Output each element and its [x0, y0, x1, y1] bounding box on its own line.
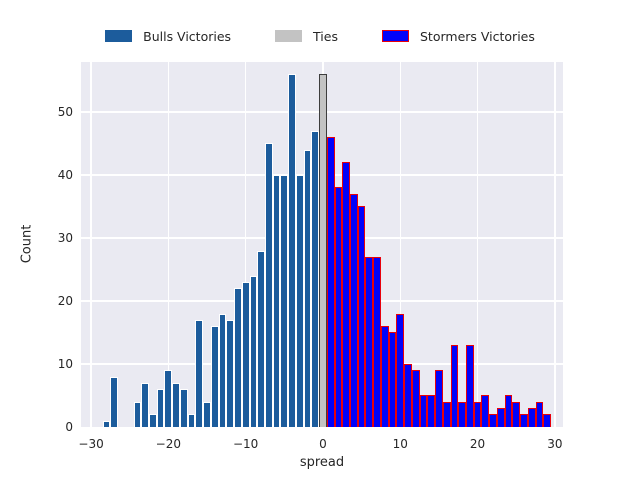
histogram-bar — [373, 256, 381, 427]
gridline-vertical — [244, 62, 247, 427]
histogram-bar — [249, 275, 258, 427]
histogram-bar — [489, 414, 497, 427]
x-tick-label: −10 — [232, 437, 259, 451]
histogram-bar — [465, 345, 474, 427]
stormers-swatch-icon — [381, 30, 409, 42]
histogram-bar — [141, 382, 150, 427]
x-tick-label: 30 — [547, 437, 563, 451]
ties-swatch-icon — [275, 30, 303, 42]
histogram-bar — [203, 401, 211, 427]
histogram-bar — [133, 401, 142, 427]
bulls-swatch-icon — [105, 30, 133, 42]
histogram-bar — [419, 395, 428, 427]
histogram-bar — [365, 256, 374, 427]
histogram-bar — [520, 414, 528, 427]
histogram-bar — [226, 319, 235, 427]
y-axis-label: Count — [19, 224, 35, 264]
histogram-bar — [257, 250, 265, 427]
histogram-bar — [388, 332, 397, 427]
legend-item-bulls: Bulls Victories — [105, 29, 231, 44]
histogram-bar — [319, 73, 327, 427]
legend-label-ties: Ties — [313, 28, 338, 44]
plot-area — [81, 62, 563, 427]
histogram-bar — [179, 389, 188, 427]
histogram-bar — [458, 401, 466, 427]
histogram-bar — [156, 389, 165, 427]
histogram-bar — [195, 319, 204, 427]
histogram-bar — [535, 401, 544, 427]
histogram-bar — [264, 143, 273, 427]
gridline-vertical — [554, 62, 556, 427]
histogram-bar — [427, 395, 436, 427]
y-tick-label: 0 — [65, 420, 73, 434]
histogram-bar — [164, 370, 173, 427]
x-tick-label: −30 — [78, 437, 104, 451]
histogram-bar — [357, 206, 366, 427]
histogram-bar — [543, 414, 551, 427]
histogram-bar — [172, 382, 180, 427]
histogram-bar — [404, 363, 412, 427]
histogram-bar — [218, 313, 227, 427]
histogram-bar — [311, 130, 320, 427]
legend-item-ties: Ties — [275, 29, 338, 44]
histogram-bar — [326, 137, 335, 427]
gridline-vertical — [90, 62, 92, 427]
histogram-bar — [527, 408, 536, 427]
histogram-bar — [234, 288, 242, 427]
legend-label-stormers: Stormers Victories — [419, 28, 535, 44]
x-tick-label: 10 — [392, 437, 408, 451]
y-tick-label: 40 — [57, 167, 73, 182]
histogram-bar — [303, 149, 312, 427]
histogram-bar — [295, 174, 304, 427]
histogram-bar — [473, 401, 482, 427]
histogram-bar — [102, 420, 111, 427]
histogram-bar — [411, 370, 420, 427]
histogram-bar — [380, 326, 389, 427]
gridline-vertical — [476, 62, 479, 427]
histogram-bar — [396, 313, 405, 427]
y-tick-label: 10 — [57, 356, 73, 371]
histogram-bar — [442, 401, 451, 427]
histogram-bar — [280, 174, 289, 427]
gridline-vertical — [167, 62, 170, 427]
histogram-bar — [496, 408, 505, 427]
legend-label-bulls: Bulls Victories — [143, 28, 232, 44]
x-tick-label: −20 — [155, 437, 182, 451]
histogram-bar — [504, 395, 513, 427]
legend-item-stormers: Stormers Victories — [381, 28, 535, 44]
histogram-bar — [272, 174, 281, 427]
histogram-bar — [187, 414, 196, 427]
x-tick-label: 20 — [469, 437, 486, 451]
y-tick-label: 50 — [57, 104, 73, 119]
y-tick-label: 30 — [57, 230, 73, 245]
histogram-bar — [110, 376, 119, 427]
x-axis-label: spread — [299, 455, 345, 470]
x-tick-label: 0 — [319, 437, 327, 451]
histogram-bar — [481, 395, 490, 427]
histogram-bar — [350, 193, 358, 427]
histogram-bar — [342, 162, 350, 427]
gridline-vertical — [399, 62, 401, 427]
histogram-bar — [241, 282, 250, 427]
histogram-bar — [450, 345, 459, 427]
histogram-bar — [334, 187, 343, 427]
histogram-bar — [435, 370, 443, 427]
legend: Bulls Victories Ties Stormers Victories — [0, 22, 640, 50]
histogram-bar — [149, 414, 157, 427]
histogram-bar — [210, 326, 219, 427]
y-tick-label: 20 — [57, 293, 73, 308]
histogram-bar — [288, 73, 296, 427]
histogram-bar — [512, 401, 521, 427]
